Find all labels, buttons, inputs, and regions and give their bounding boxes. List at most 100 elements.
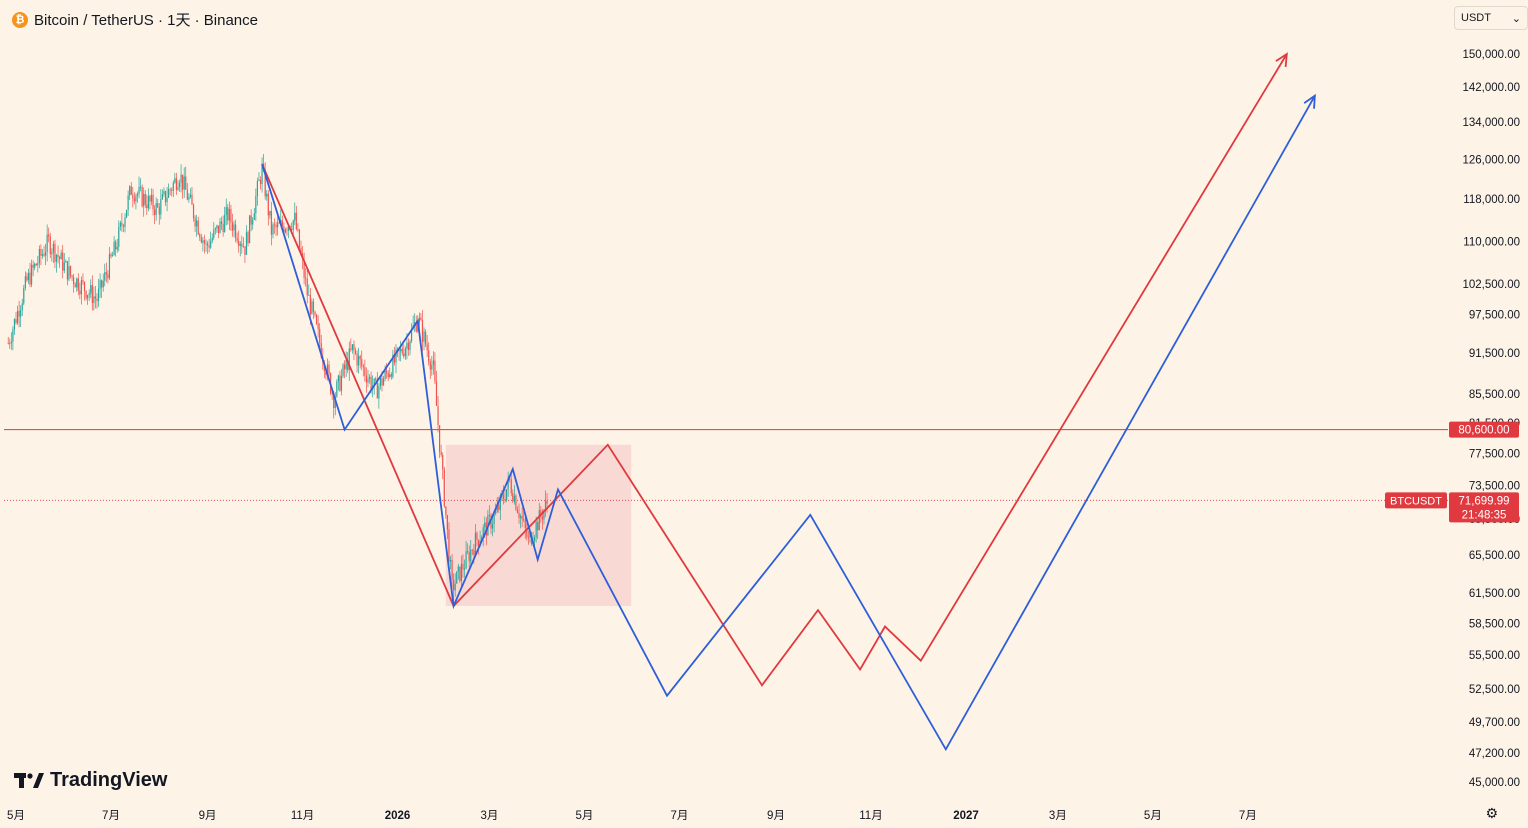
candle-down [169,189,171,191]
y-tick-label: 52,500.00 [1469,684,1520,696]
y-tick-label: 142,000.00 [1462,82,1520,94]
x-axis[interactable]: 5月 7月 9月 11月 2026 3月 5月 7月 9月 11月 2027 3月 5月 7月 [7,810,1257,822]
y-tick-label: 102,500.00 [1462,279,1520,291]
candle-up [544,500,547,511]
candle-up [519,515,522,518]
candle-down [333,393,335,409]
candle-down [415,322,417,332]
candle-down [250,215,252,225]
candle-down [462,563,464,570]
candle-up [495,511,497,515]
candle-up [454,583,456,591]
candle-up [292,220,294,231]
candle-up [348,348,350,371]
candle-up [358,356,360,366]
candle-down [73,277,75,284]
candle-down [344,364,346,370]
candle-down [264,169,266,197]
candle-down [217,225,220,234]
candle-up [108,254,111,279]
candle-down [328,364,330,374]
candle-up [118,226,120,247]
y-axis[interactable]: 150,000.00 142,000.00 134,000.00 126,000.00… [1462,49,1520,789]
candle-up [177,187,179,190]
candle-up [139,186,142,188]
candle-down [504,499,506,501]
candle-up [513,495,515,502]
candle-down [154,209,156,216]
candle-up [432,360,434,365]
candle-down [354,350,357,354]
candle-up [113,241,115,256]
y-tick-label: 91,500.00 [1469,348,1520,360]
candle-down [197,220,199,235]
y-tick-label: 118,000.00 [1463,194,1520,206]
candle-down [473,550,475,555]
candle-up [111,255,114,257]
candle-down [350,348,352,350]
y-tick-label: 97,500.00 [1469,309,1520,321]
candle-up [311,301,313,315]
candle-up [127,195,129,210]
candle-up [180,174,182,183]
candle-down [401,348,403,354]
candle-down [490,515,492,529]
candle-down [546,500,548,504]
candle-down [85,290,87,299]
symbol-tag-label: BTCUSDT [1390,495,1442,507]
candle-up [183,176,185,190]
candle-down [141,186,143,207]
candle-down [356,353,358,366]
candle-down [259,179,262,185]
candle-up [90,285,92,294]
projections[interactable] [261,52,1316,752]
candle-up [104,272,106,281]
projection-blue[interactable] [261,95,1316,752]
hline-layer [4,429,1448,501]
candle-up [384,370,386,379]
candle-up [76,278,78,288]
candle-down [29,272,31,285]
candle-up [336,381,338,397]
candle-up [507,478,509,490]
candle-up [202,240,204,243]
candle-down [96,298,98,301]
settings-gear-icon[interactable]: ⚙ [1485,806,1498,822]
candle-up [213,229,215,238]
candle-up [470,549,472,562]
currency-select[interactable]: USDT ⌄ [1454,6,1528,30]
candle-down [526,528,528,537]
candle-down [132,194,134,199]
candle-up [27,272,30,281]
candle-up [210,240,212,248]
candle-up [382,378,385,386]
tradingview-logo[interactable]: TradingView [14,769,167,792]
candle-up [505,489,508,501]
candle-down [393,354,396,363]
candle-down [227,207,229,221]
candle-down [194,218,196,227]
candle-down [267,193,269,216]
candle-down [40,249,42,256]
candle-down [191,194,193,205]
candle-up [37,263,39,266]
candle-down [26,276,28,281]
candle-up [225,207,227,216]
symbol-header[interactable]: ₿ Bitcoin / TetherUS · 1天 · Binance [12,9,258,30]
candle-down [9,343,11,345]
candle-down [319,328,321,343]
candle-down [247,232,249,244]
last-price-tag [1449,492,1519,523]
candle-up [266,193,268,197]
candle-up [38,249,40,264]
candle-up [368,376,371,379]
candle-up [211,237,213,241]
candle-down [208,245,210,248]
candle-down [428,350,430,362]
candle-up [406,342,408,349]
candle-up [125,209,128,218]
candle-down [121,222,123,226]
projection-red[interactable] [261,53,1288,687]
